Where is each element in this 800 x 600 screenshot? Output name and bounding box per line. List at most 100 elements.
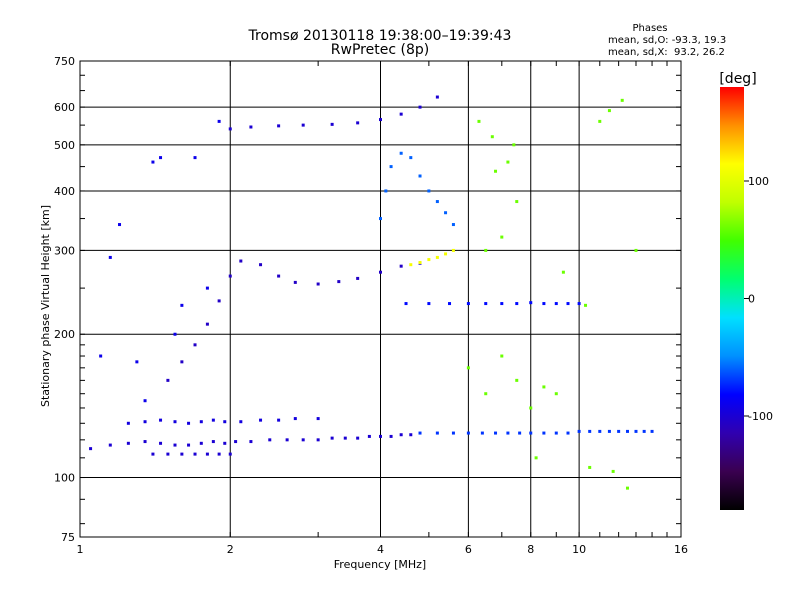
- data-point: [193, 156, 197, 160]
- data-point: [118, 223, 122, 227]
- data-point: [217, 452, 221, 456]
- data-point: [515, 378, 519, 382]
- x-axis-label: Frequency [MHz]: [334, 558, 426, 571]
- data-point: [444, 252, 448, 256]
- data-point: [143, 440, 147, 444]
- x-tick-label: 4: [377, 543, 384, 556]
- data-point: [529, 301, 533, 305]
- data-point: [611, 469, 615, 473]
- data-point: [316, 417, 320, 421]
- data-point: [542, 431, 546, 435]
- x-tick-label: 1: [77, 543, 84, 556]
- data-point: [500, 302, 504, 306]
- data-point: [554, 431, 558, 435]
- data-point: [588, 465, 592, 469]
- x-tick-label: 6: [465, 543, 472, 556]
- data-point: [293, 417, 297, 421]
- data-point: [356, 436, 360, 440]
- data-point: [480, 431, 484, 435]
- data-point: [512, 143, 516, 147]
- data-point: [180, 452, 184, 456]
- data-point: [435, 431, 439, 435]
- x-tick-label: 10: [572, 543, 586, 556]
- data-point: [180, 303, 184, 307]
- data-point: [223, 441, 227, 445]
- y-tick-label: 600: [54, 101, 75, 114]
- data-point: [217, 299, 221, 303]
- data-point: [435, 255, 439, 259]
- axis-ticks: [79, 60, 682, 537]
- data-point: [228, 452, 232, 456]
- data-point: [217, 119, 221, 123]
- data-point: [484, 392, 488, 396]
- plot-area: 1 2 4 6 8 10 16 75 100 200 300 400 500 600 750: [54, 55, 688, 556]
- data-point: [542, 385, 546, 389]
- data-point: [607, 109, 611, 113]
- data-point: [444, 211, 448, 215]
- data-point: [500, 354, 504, 358]
- data-point: [228, 127, 232, 131]
- data-point: [598, 429, 602, 433]
- data-point: [211, 418, 215, 422]
- y-tick-label: 300: [54, 244, 75, 257]
- data-point: [187, 443, 191, 447]
- data-point: [418, 260, 422, 264]
- data-point: [534, 456, 538, 460]
- data-point: [193, 343, 197, 347]
- y-tick-label: 400: [54, 185, 75, 198]
- chart-title: Tromsø 20130118 19:38:00–19:39:43: [248, 28, 512, 44]
- data-point: [277, 274, 281, 278]
- data-point: [173, 332, 177, 336]
- data-point: [435, 200, 439, 204]
- x-tick-label: 2: [227, 543, 234, 556]
- data-point: [561, 270, 565, 274]
- data-point: [180, 360, 184, 364]
- data-point: [277, 418, 281, 422]
- data-point: [494, 169, 498, 173]
- data-point: [515, 302, 519, 306]
- data-point: [199, 441, 203, 445]
- data-point: [620, 98, 624, 102]
- data-point: [634, 429, 638, 433]
- y-tick-label: 500: [54, 139, 75, 152]
- data-point: [379, 434, 382, 438]
- data-point: [249, 440, 253, 444]
- y-tick-label: 200: [54, 328, 75, 341]
- data-point: [389, 434, 393, 438]
- data-point: [409, 433, 413, 437]
- y-tick-label: 100: [54, 472, 75, 485]
- data-point: [301, 123, 305, 127]
- y-tick-labels: 75 100 200 300 400 500 600 750: [54, 55, 75, 544]
- data-point: [466, 366, 470, 370]
- data-point: [484, 302, 488, 306]
- data-point: [500, 235, 504, 239]
- data-point: [199, 420, 203, 424]
- data-point: [330, 122, 334, 126]
- data-point: [316, 282, 320, 286]
- grid-lines: [80, 61, 681, 537]
- data-point: [384, 189, 388, 193]
- data-point: [293, 280, 297, 284]
- data-point: [159, 418, 163, 422]
- data-point: [494, 431, 498, 435]
- data-point: [518, 431, 522, 435]
- data-point: [389, 165, 393, 169]
- data-point: [617, 429, 621, 433]
- colorbar: [720, 87, 744, 510]
- data-point: [173, 443, 177, 447]
- data-point: [135, 360, 139, 364]
- y-axis-label: Stationary phase Virtual Height [km]: [39, 205, 52, 407]
- data-point: [223, 420, 227, 424]
- data-point: [554, 392, 558, 396]
- data-point: [187, 421, 191, 425]
- data-point: [173, 420, 177, 424]
- phase-stats-heading: Phases: [632, 23, 667, 34]
- data-point: [330, 436, 334, 440]
- data-point: [584, 303, 588, 307]
- colorbar-tick-label: -100: [748, 410, 773, 423]
- data-point: [506, 160, 510, 164]
- data-point: [205, 322, 209, 326]
- data-point: [542, 302, 546, 306]
- data-point: [409, 263, 413, 267]
